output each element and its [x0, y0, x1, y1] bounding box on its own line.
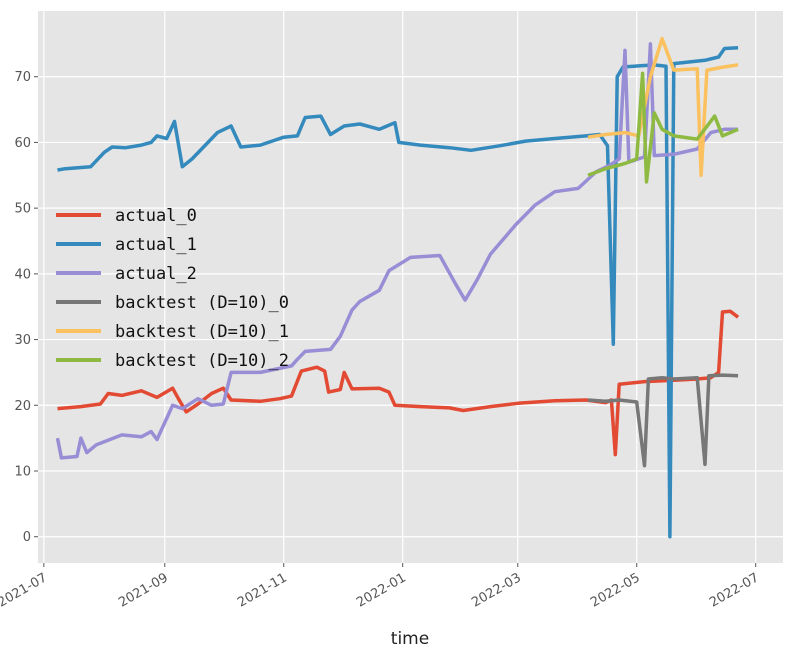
y-tick-label: 30 [14, 333, 31, 348]
legend-label: backtest (D=10)_1 [115, 322, 289, 342]
legend-label: backtest (D=10)_2 [115, 351, 289, 371]
x-tick-label: 2021-07 [0, 570, 50, 610]
legend-label: actual_0 [115, 206, 197, 226]
y-tick-label: 60 [14, 136, 31, 151]
y-tick-label: 40 [14, 267, 31, 282]
series-line-3 [587, 373, 739, 468]
series-line-1 [57, 46, 739, 539]
series-layer [55, 36, 740, 539]
x-axis: 2021-07 2021-09 2021-11 2022-01 2022-03 2022-… [0, 563, 762, 611]
series-line-0 [57, 309, 740, 457]
x-tick-label: 2022-03 [469, 570, 524, 610]
y-tick-label: 10 [14, 465, 31, 480]
legend-label: backtest (D=10)_0 [115, 293, 289, 313]
x-tick-label: 2022-01 [354, 570, 409, 610]
x-axis-label: time [391, 629, 429, 647]
legend-label: actual_1 [115, 235, 197, 255]
legend: actual_0 actual_1 actual_2 backtest (D=10)_… [56, 206, 289, 371]
legend-label: actual_2 [115, 264, 197, 284]
y-tick-label: 50 [14, 202, 31, 217]
x-tick-label: 2022-07 [707, 570, 762, 610]
x-tick-label: 2021-11 [235, 570, 290, 610]
x-tick-label: 2021-09 [116, 570, 171, 610]
series-line-4 [587, 36, 739, 178]
series-line-2 [55, 42, 739, 460]
series-line-5 [587, 71, 739, 184]
x-tick-label: 2022-05 [588, 570, 643, 610]
y-tick-label: 70 [14, 70, 31, 85]
y-tick-label: 0 [23, 530, 31, 545]
y-tick-label: 20 [14, 399, 31, 414]
y-axis: 0 10 20 30 40 50 60 70 [14, 70, 38, 545]
